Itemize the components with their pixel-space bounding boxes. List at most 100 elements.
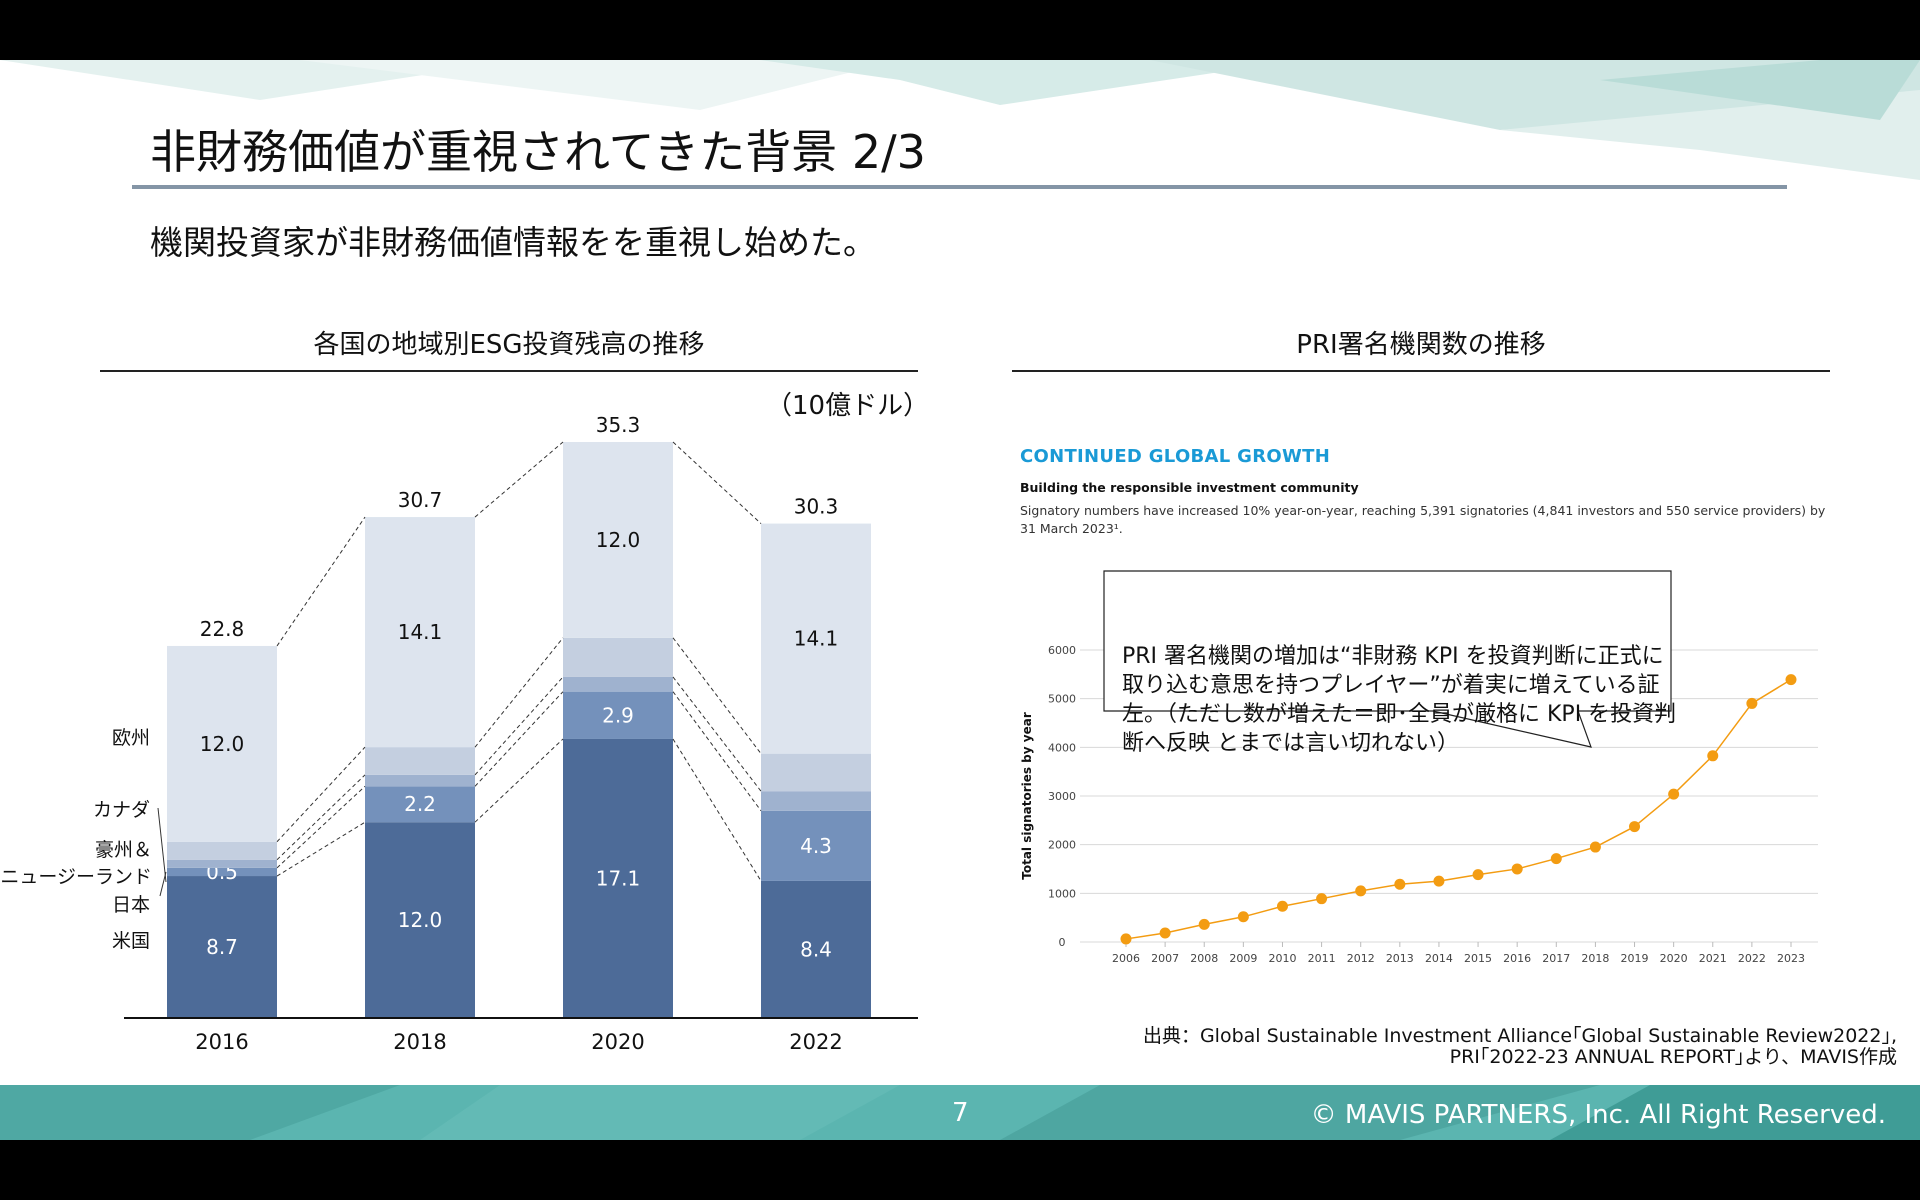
bar-data-label: 8.7 — [206, 935, 238, 959]
bar-total-label: 30.7 — [398, 488, 443, 512]
x-tick-label: 2022 — [789, 1030, 842, 1054]
slide-title: 非財務価値が重視されてきた背景 2/3 — [150, 125, 926, 179]
connector-line — [672, 637, 762, 754]
bar-data-label: 12.0 — [398, 908, 443, 932]
connector-line — [474, 738, 564, 823]
data-point — [1433, 875, 1445, 887]
left-section-title: 各国の地域別ESG投資残高の推移 — [313, 330, 705, 360]
connector-line — [672, 691, 762, 812]
series-line — [1125, 678, 1792, 940]
footer-band — [0, 1085, 1920, 1140]
x-tick-label: 2016 — [1503, 952, 1531, 965]
bar-segment — [563, 442, 673, 638]
bar-data-label: 8.4 — [800, 937, 832, 961]
x-tick-label: 2007 — [1151, 952, 1179, 965]
unit-label: （10億ドル） — [766, 391, 930, 421]
connector-line — [672, 676, 762, 792]
data-point — [1472, 869, 1484, 881]
x-tick-label: 2008 — [1190, 952, 1218, 965]
pri-report-panel: CONTINUED GLOBAL GROWTH Building the res… — [1010, 446, 1830, 1006]
data-point — [1316, 893, 1328, 905]
bar-segment — [761, 880, 871, 1018]
bar-total-label: 35.3 — [596, 413, 641, 437]
x-tick-label: 2009 — [1229, 952, 1257, 965]
x-tick-label: 2022 — [1738, 952, 1766, 965]
legend-leader — [159, 871, 167, 897]
left-section-rule — [100, 370, 918, 372]
connector-line — [672, 441, 762, 524]
connector-line — [276, 516, 366, 647]
bar-segment — [563, 738, 673, 1018]
data-point — [1589, 841, 1601, 853]
connector-line — [474, 676, 564, 776]
x-tick-label: 2017 — [1542, 952, 1570, 965]
bar-data-label: 12.0 — [200, 732, 245, 756]
bar-data-label: 14.1 — [794, 627, 839, 651]
y-tick-label: 3000 — [1048, 790, 1076, 803]
connector-line — [276, 774, 366, 861]
bar-data-label: 12.0 — [596, 528, 641, 552]
data-point — [1198, 918, 1210, 930]
y-tick-label: 5000 — [1048, 693, 1076, 706]
bar-segment — [761, 753, 871, 792]
bar-segment — [563, 637, 673, 677]
bar-segment — [761, 791, 871, 811]
bar-total-label: 30.3 — [794, 495, 839, 519]
y-tick-label: 1000 — [1048, 887, 1076, 900]
bar-data-label: 14.1 — [398, 620, 443, 644]
bar-segment — [563, 676, 673, 692]
bar-segment — [365, 774, 475, 787]
connector-line — [276, 821, 366, 877]
y-axis-title: Total signatories by year — [1020, 712, 1034, 880]
x-tick-label: 2020 — [591, 1030, 644, 1054]
x-tick-label: 2011 — [1308, 952, 1336, 965]
title-underline — [132, 185, 1787, 189]
x-tick-label: 2018 — [393, 1030, 446, 1054]
bar-data-label: 2.2 — [404, 792, 436, 816]
pri-heading: CONTINUED GLOBAL GROWTH — [1020, 446, 1331, 467]
connector-line — [474, 691, 564, 787]
right-section-rule — [1012, 370, 1830, 372]
data-point — [1237, 911, 1249, 923]
x-tick-label: 2014 — [1425, 952, 1453, 965]
x-tick-label: 2019 — [1621, 952, 1649, 965]
bar-segment — [563, 691, 673, 739]
data-point — [1707, 750, 1719, 762]
x-tick-label: 2010 — [1268, 952, 1296, 965]
y-tick-label: 2000 — [1048, 839, 1076, 852]
x-tick-label: 2020 — [1660, 952, 1688, 965]
connector-line — [474, 441, 564, 518]
slide: 非財務価値が重視されてきた背景 2/3 機関投資家が非財務価値情報をを重視し始め… — [0, 60, 1920, 1140]
data-point — [1276, 900, 1288, 912]
y-tick-label: 6000 — [1048, 644, 1076, 657]
bar-segment — [365, 517, 475, 748]
bar-segment — [761, 523, 871, 754]
x-tick-label: 2023 — [1777, 952, 1805, 965]
source-line-1: 出典：Global Sustainable Investment Allianc… — [1142, 1025, 1897, 1047]
copyright: © MAVIS PARTNERS, Inc. All Right Reserve… — [1310, 1100, 1886, 1130]
bar-data-label: 17.1 — [596, 866, 641, 890]
bar-segment — [365, 786, 475, 823]
slide-subtitle: 機関投資家が非財務価値情報をを重視し始めた。 — [150, 223, 876, 262]
connector-line — [276, 746, 366, 843]
bar-segment — [167, 867, 277, 877]
bar-data-label: 4.3 — [800, 834, 832, 858]
data-point — [1355, 885, 1367, 897]
page-number: 7 — [952, 1098, 969, 1128]
bar-segment — [167, 841, 277, 860]
legend-label: 日本 — [112, 894, 150, 916]
data-point — [1668, 788, 1680, 800]
pri-subheading: Building the responsible investment comm… — [1020, 480, 1359, 495]
legend-leader — [157, 807, 167, 883]
callout-box — [1103, 570, 1672, 748]
data-point — [1746, 697, 1758, 709]
legend-label: 米国 — [112, 930, 150, 952]
bar-segment — [365, 822, 475, 1018]
data-point — [1159, 927, 1171, 939]
y-tick-label: 4000 — [1048, 741, 1076, 754]
bar-segment — [365, 747, 475, 775]
x-tick-label: 2021 — [1699, 952, 1727, 965]
x-tick-label: 2006 — [1112, 952, 1140, 965]
source-line-2: PRI｢2022-23 ANNUAL REPORT｣より、MAVIS作成 — [1449, 1046, 1897, 1068]
x-tick-label: 2012 — [1347, 952, 1375, 965]
